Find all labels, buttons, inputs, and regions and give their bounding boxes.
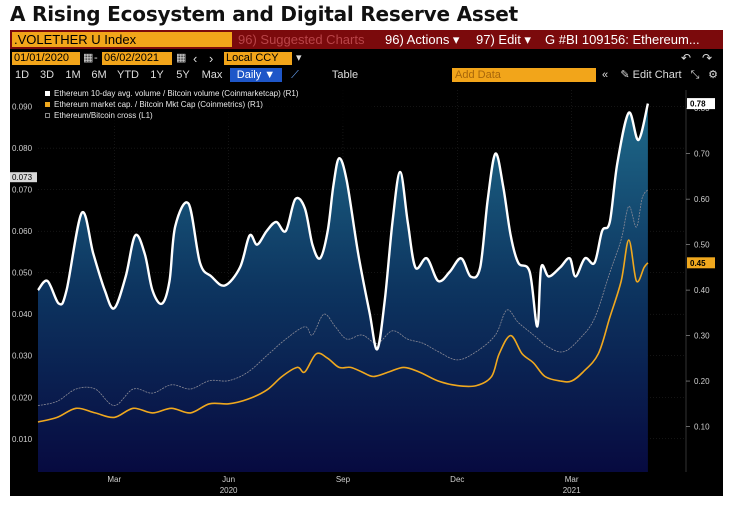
timeframe-1d[interactable]: 1D	[14, 69, 30, 81]
right-tick-label: 0.70	[694, 150, 710, 159]
right-tick-label: 0.40	[694, 286, 710, 295]
last-value-labels: 0.78 0.45 0.073	[10, 98, 715, 269]
timeframe-1m[interactable]: 1M	[65, 69, 81, 81]
security-field[interactable]: G #BI 109156: Ethereum...	[545, 32, 700, 47]
left-tick-label: 0.010	[12, 435, 33, 444]
cross-series-line	[37, 189, 649, 407]
left-tick-label: 0.090	[12, 103, 33, 112]
calendar-icon[interactable]: ▦	[83, 52, 94, 64]
volume-series-line	[37, 103, 650, 351]
left-tick-label: 0.020	[12, 393, 33, 402]
timeframe-ytd[interactable]: YTD	[117, 69, 139, 81]
currency-field[interactable]: Local CCY	[224, 52, 292, 65]
start-date-field[interactable]: 01/01/2020	[12, 52, 80, 65]
timeframe-1y[interactable]: 1Y	[150, 69, 164, 81]
edit-menu[interactable]: 97) Edit ▾	[476, 32, 531, 47]
left-tick-label: 0.030	[12, 352, 33, 361]
date-range-bar: 01/01/2020 ▦ - 06/02/2021 ▦ ‹ › Local CC…	[10, 51, 723, 66]
ticker-input[interactable]: .VOLETHER U Index	[12, 32, 232, 47]
timeframe-bar: 1D 3D 1M 6M YTD 1Y 5Y Max Daily ▼ ⟋ Tabl…	[10, 67, 723, 83]
timeframe-6m[interactable]: 6M	[91, 69, 107, 81]
add-data-input[interactable]: Add Data	[452, 68, 596, 82]
end-date-field[interactable]: 06/02/2021	[102, 52, 172, 65]
last-value-mktcap: 0.45	[690, 259, 706, 268]
zoom-icon[interactable]: ⤡	[690, 69, 700, 81]
legend: Ethereum 10-day avg. volume / Bitcoin vo…	[38, 85, 372, 124]
volume-area-fill	[38, 103, 648, 472]
left-tick-label: 0.060	[12, 227, 33, 236]
redo-icon[interactable]: ↷	[702, 51, 713, 65]
calendar-icon-2[interactable]: ▦	[176, 52, 187, 64]
right-tick-label: 0.10	[694, 423, 710, 432]
frequency-dropdown[interactable]: Daily ▼	[230, 68, 282, 82]
timeframe-max[interactable]: Max	[201, 69, 223, 81]
last-value-volume-bg	[687, 98, 715, 110]
prev-arrow-icon[interactable]: ‹	[193, 51, 198, 66]
actions-menu[interactable]: 96) Actions ▾	[385, 32, 460, 47]
left-tick-label: 0.050	[12, 269, 33, 278]
x-year-label: 2021	[563, 486, 581, 495]
right-tick-label: 0.50	[694, 241, 710, 250]
right-tick-label: 0.20	[694, 377, 710, 386]
x-tick-label: Jun	[222, 475, 235, 484]
left-tick-label: 0.070	[12, 186, 33, 195]
edit-chart-button[interactable]: ✎ Edit Chart	[620, 69, 682, 81]
legend-swatch-mktcap	[45, 102, 50, 107]
right-tick-label: 0.60	[694, 195, 710, 204]
dash-separator: -	[94, 52, 98, 64]
x-axis: Mar Jun Sep Dec Mar 2020 2021	[107, 475, 581, 495]
legend-swatch-volume	[45, 91, 50, 96]
legend-swatch-cross	[45, 113, 50, 118]
last-value-cross-bg	[10, 172, 37, 183]
x-tick-label: Dec	[450, 475, 464, 484]
gear-icon[interactable]: ⚙	[708, 69, 718, 81]
left-tick-label: 0.040	[12, 310, 33, 319]
next-arrow-icon[interactable]: ›	[209, 51, 214, 66]
x-tick-label: Mar	[107, 475, 121, 484]
collapse-icon[interactable]: «	[601, 69, 609, 81]
toolbar: .VOLETHER U Index 96) Suggested Charts 9…	[10, 30, 723, 49]
line-chart-icon[interactable]: ⟋	[291, 69, 299, 81]
timeframe-3d[interactable]: 3D	[39, 69, 55, 81]
last-value-volume: 0.78	[690, 100, 706, 109]
left-axis: 0.010 0.020 0.030 0.040 0.050 0.060 0.070 0.080…	[12, 103, 33, 444]
x-year-label: 2020	[220, 486, 238, 495]
legend-cross: Ethereum/Bitcoin cross (L1)	[54, 111, 153, 120]
table-button[interactable]: Table	[331, 69, 359, 81]
right-tick-label: 0.30	[694, 332, 710, 341]
currency-dropdown-icon[interactable]: ▾	[296, 52, 302, 64]
x-tick-label: Sep	[336, 475, 351, 484]
undo-icon[interactable]: ↶	[681, 51, 692, 65]
page-title: A Rising Ecosystem and Digital Reserve A…	[10, 2, 518, 26]
timeframe-5y[interactable]: 5Y	[176, 69, 190, 81]
x-tick-label: Mar	[565, 475, 579, 484]
left-tick-label: 0.080	[12, 144, 33, 153]
mktcap-series-line	[37, 239, 649, 423]
chart-area: 0.010 0.020 0.030 0.040 0.050 0.060 0.070 0.080…	[10, 85, 715, 495]
last-value-mktcap-bg	[687, 257, 715, 269]
legend-volume: Ethereum 10-day avg. volume / Bitcoin vo…	[54, 89, 299, 98]
legend-mktcap: Ethereum market cap. / Bitcoin Mkt Cap (…	[54, 100, 263, 109]
bloomberg-terminal: .VOLETHER U Index 96) Suggested Charts 9…	[10, 30, 723, 496]
last-value-cross: 0.073	[12, 173, 33, 182]
suggested-charts-button[interactable]: 96) Suggested Charts	[238, 32, 365, 47]
